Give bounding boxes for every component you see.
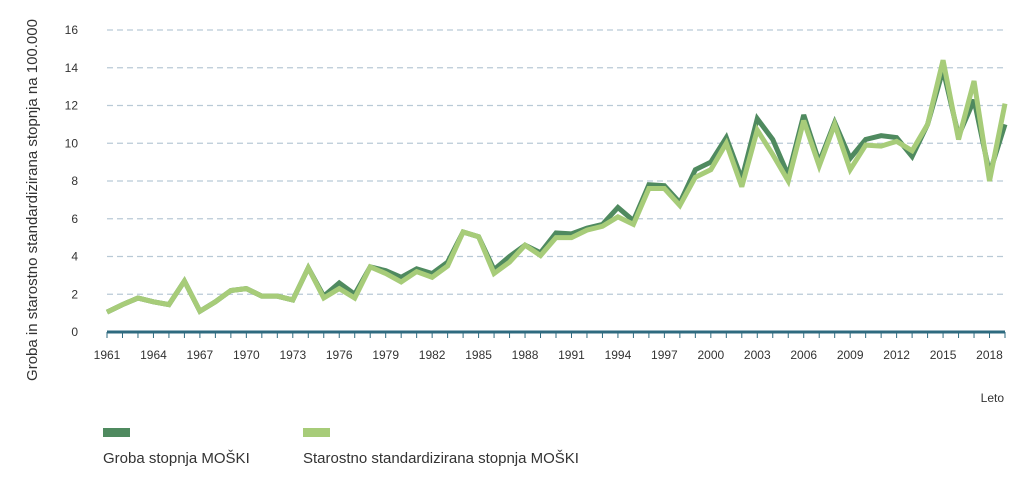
legend-label-standardizirana: Starostno standardizirana stopnja MOŠKI: [303, 450, 579, 467]
series-line-standardizirana: [105, 59, 1008, 315]
y-tick-label: 16: [65, 23, 79, 37]
legend-swatch-groba: [103, 428, 130, 437]
x-tick-label: 2000: [697, 348, 724, 362]
x-tick-label: 1970: [233, 348, 260, 362]
x-tick-label: 1964: [140, 348, 167, 362]
y-tick-label: 10: [65, 136, 79, 150]
y-axis-ticks: 0 2 4 6 8 10 12 14 16: [65, 23, 79, 339]
x-tick-label: 1967: [187, 348, 214, 362]
x-tick-label: 1979: [372, 348, 399, 362]
x-tick-label: 1982: [419, 348, 446, 362]
x-tick-label: 1991: [558, 348, 585, 362]
x-tick-label: 1997: [651, 348, 678, 362]
y-tick-label: 2: [71, 287, 78, 301]
x-tick-label: 2015: [930, 348, 957, 362]
y-tick-label: 12: [65, 99, 79, 113]
x-axis: 1961 1964 1967 1970 1973 1976 1979 1982 1985 1988…: [94, 330, 1006, 362]
x-tick-label: 2003: [744, 348, 771, 362]
x-tick-label: 1988: [512, 348, 539, 362]
legend-swatch-standardizirana: [303, 428, 330, 437]
x-tick-label: 1961: [94, 348, 121, 362]
y-tick-label: 4: [71, 250, 78, 264]
y-tick-label: 14: [65, 61, 79, 75]
x-tick-label: 1985: [465, 348, 492, 362]
x-tick-label: 2018: [976, 348, 1003, 362]
x-tick-label: 2006: [790, 348, 817, 362]
gridlines: [107, 29, 1005, 295]
legend-label-groba: Groba stopnja MOŠKI: [103, 450, 250, 467]
y-axis-label: Groba in starostno standardizirana stopn…: [24, 19, 41, 381]
legend: Groba stopnja MOŠKI Starostno standardiz…: [103, 428, 579, 467]
x-tick-label: 2012: [883, 348, 910, 362]
x-axis-label: Leto: [981, 391, 1005, 405]
y-tick-label: 0: [71, 325, 78, 339]
y-tick-label: 6: [71, 212, 78, 226]
series-lines: [105, 59, 1008, 315]
y-tick-label: 8: [71, 174, 78, 188]
x-tick-label: 1994: [605, 348, 632, 362]
x-tick-label: 1976: [326, 348, 353, 362]
x-tick-label: 2009: [837, 348, 864, 362]
x-tick-label: 1973: [279, 348, 306, 362]
